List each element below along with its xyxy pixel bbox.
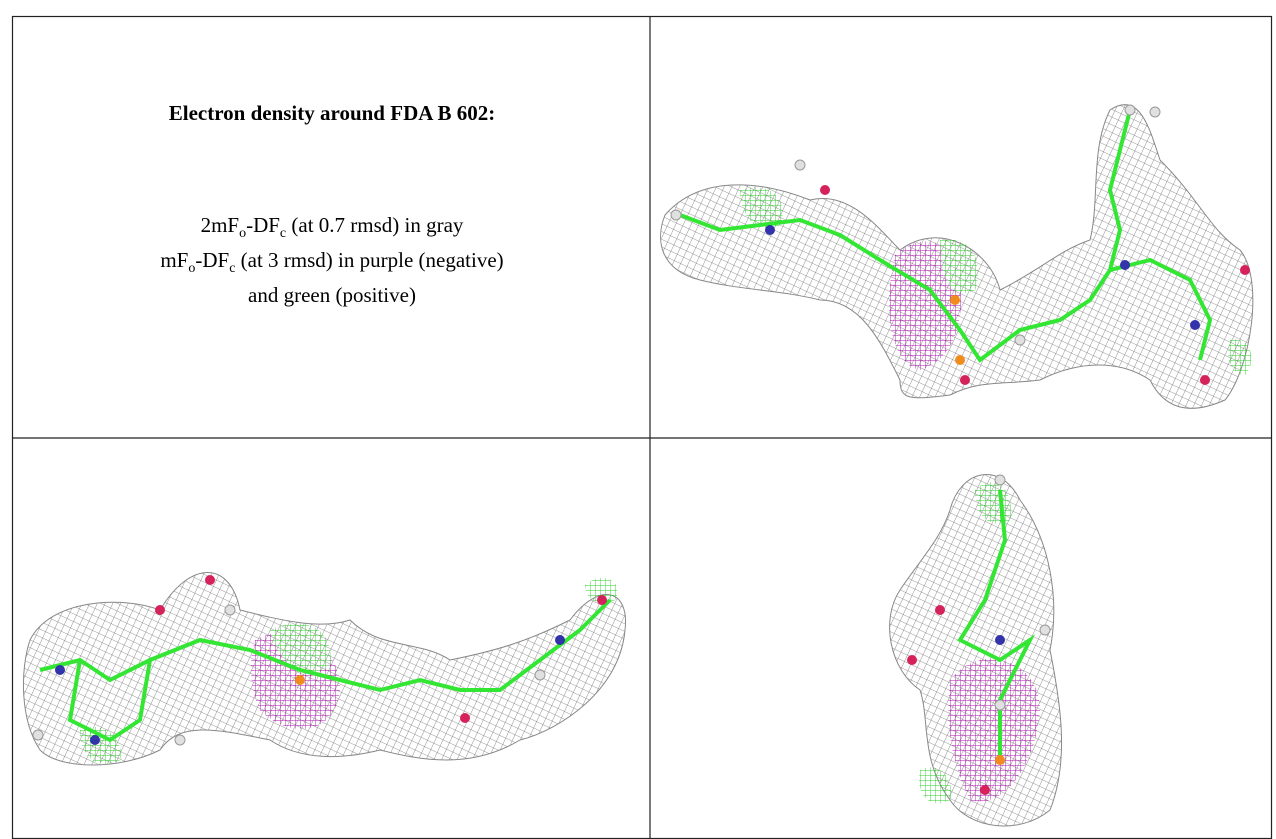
- subscript: c: [279, 226, 287, 242]
- caption-text: 2mF: [200, 213, 240, 237]
- caption-line: 2mFo-DFc (at 0.7 rmsd) in gray: [40, 212, 624, 247]
- panel-title: Electron density around FDA B 602:: [168, 101, 496, 125]
- caption-text: and green (positive): [248, 283, 416, 308]
- density-image: [23, 572, 627, 766]
- caption-text: -DF: [246, 213, 280, 237]
- panel-caption: 2mFo-DFc (at 0.7 rmsd) in gray mFo-DFc (a…: [40, 212, 624, 309]
- density-image: [889, 474, 1062, 827]
- caption-line: and green (positive): [40, 282, 624, 309]
- caption-text: -DF: [195, 248, 230, 273]
- caption-line: mFo-DFc (at 3 rmsd) in purple (negative): [40, 247, 624, 282]
- caption-text: (at 0.7 rmsd) in gray: [286, 213, 464, 237]
- subscript: o: [188, 261, 196, 277]
- subscript: o: [239, 226, 247, 242]
- caption-text: mF: [160, 248, 189, 273]
- density-image: [660, 104, 1254, 409]
- subscript: c: [229, 261, 236, 277]
- caption-text: (at 3 rmsd) in purple (negative): [235, 248, 504, 273]
